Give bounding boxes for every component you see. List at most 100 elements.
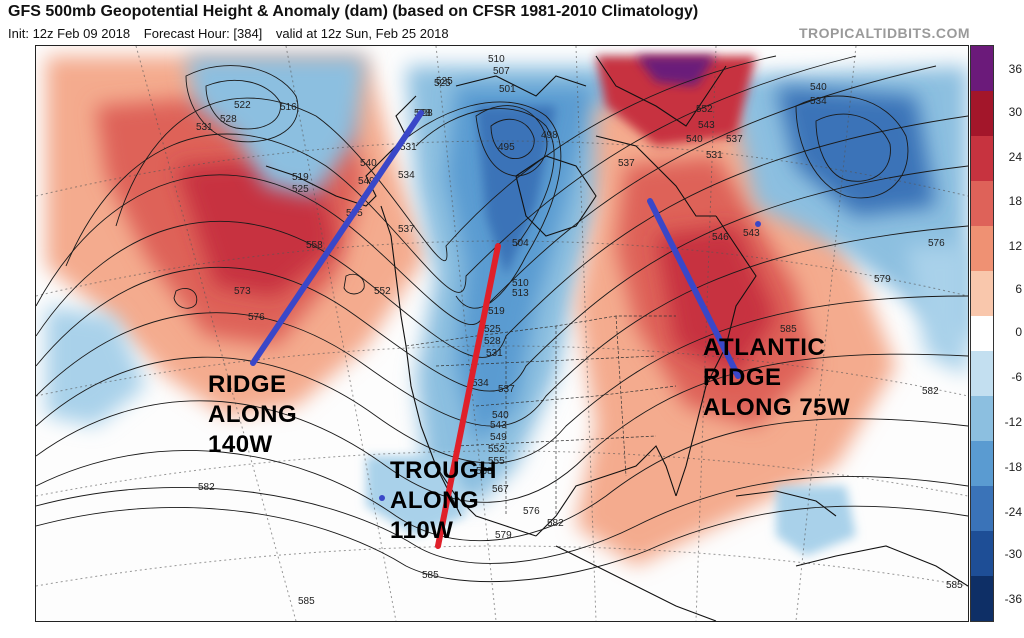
contour-label: 573 — [234, 286, 251, 297]
contour-label: 540 — [686, 134, 703, 145]
colorbar-segment — [971, 136, 993, 181]
western-trough-inner — [476, 106, 556, 276]
colorbar-tick: 0 — [1015, 325, 1022, 339]
contour-label: 516 — [280, 102, 297, 113]
contour-label: 585 — [946, 580, 963, 591]
forecast-hour: Forecast Hour: [384] — [143, 26, 263, 41]
arctic-islands — [455, 75, 587, 97]
contour-label: 528 — [416, 108, 433, 119]
contour-label: 552 — [374, 286, 391, 297]
colorbar-tick: -18 — [1004, 460, 1022, 474]
contour-label: 525 — [434, 78, 451, 89]
annotation-line: 140W — [208, 431, 273, 458]
init-time: Init: 12z Feb 09 2018 — [8, 26, 131, 41]
contour-label: 567 — [492, 484, 509, 495]
contour-label: 534 — [398, 170, 415, 181]
contour-label: 579 — [495, 530, 512, 541]
contour-label: 519 — [292, 172, 309, 183]
chart-title: GFS 500mb Geopotential Height & Anomaly … — [8, 3, 699, 20]
anomaly-map: 510 507 501 498 495 504 510 513 519 525 … — [35, 45, 969, 622]
colorbar-tick: 18 — [1008, 194, 1022, 208]
far-east-atlantic-cool — [906, 246, 968, 376]
contour-label: 576 — [928, 238, 945, 249]
colorbar-segment — [971, 531, 993, 576]
valid-time: valid at 12z Sun, Feb 25 2018 — [275, 26, 449, 41]
gulf-coast — [535, 445, 677, 537]
contour-label: 537 — [498, 384, 515, 395]
contour-label: 504 — [512, 238, 529, 249]
contour-label: 555 — [488, 456, 505, 467]
ridge-75w-annotation: ATLANTIC RIDGE ALONG 75W — [703, 333, 850, 423]
contour-label: 546 — [712, 232, 729, 243]
contour-label: 540 — [810, 82, 827, 93]
contour-label: 552 — [488, 444, 505, 455]
contour-label: 558 — [306, 240, 323, 251]
annotation-line: ALONG — [390, 487, 480, 514]
map-svg: 510 507 501 498 495 504 510 513 519 525 … — [36, 46, 968, 621]
contour-label: 531 — [196, 122, 213, 133]
contour-label: 525 — [436, 76, 453, 87]
contour-label: 537 — [398, 224, 415, 235]
latlon-grid — [36, 46, 968, 621]
annotation-line: 110W — [390, 517, 454, 544]
colorbar-tick: -30 — [1004, 547, 1022, 561]
colorbar-segment — [971, 316, 993, 351]
baja — [435, 465, 462, 517]
colorbar-segment — [971, 441, 993, 486]
colorbar-segment — [971, 486, 993, 531]
greenland — [595, 55, 727, 127]
colorbar-tick: -12 — [1004, 415, 1022, 429]
contour-label: 519 — [488, 306, 505, 317]
contour-label: 585 — [298, 596, 315, 607]
cuba — [735, 490, 837, 517]
atlantic-ridge-inner — [656, 226, 776, 376]
alaska-low-anomaly — [186, 56, 366, 196]
labrador — [595, 135, 716, 217]
hudson-bay — [515, 155, 597, 237]
contour-label: 525 — [292, 184, 309, 195]
west-coast — [380, 205, 537, 537]
contour-label: 549 — [490, 432, 507, 443]
colorbar-segment — [971, 396, 993, 441]
caribbean-cool — [776, 486, 856, 556]
contour-label: 534 — [472, 378, 489, 389]
contour-label: 543 — [698, 120, 715, 131]
colorbar-tick: 6 — [1015, 282, 1022, 296]
contour-label: 513 — [512, 288, 529, 299]
colorbar — [970, 45, 994, 622]
colorbar-segment — [971, 271, 993, 316]
annotation-line: ATLANTIC — [703, 334, 826, 361]
contour-label: 531 — [400, 142, 417, 153]
contour-labels: 510 507 501 498 495 504 510 513 519 525 … — [196, 54, 963, 607]
colorbar-tick: -24 — [1004, 505, 1022, 519]
annotation-line: TROUGH — [390, 457, 497, 484]
contour-label: 540 — [492, 410, 509, 421]
colorbar-tick: -6 — [1011, 370, 1022, 384]
trough-110w-annotation: TROUGH ALONG 110W — [390, 456, 497, 546]
contour-label: 531 — [486, 348, 503, 359]
chart-subtitle: Init: 12z Feb 09 2018 Forecast Hour: [38… — [8, 26, 459, 41]
colorbar-segment — [971, 46, 993, 91]
low-marker — [379, 495, 385, 501]
contour-label: 510 — [512, 278, 529, 289]
colorbar-tick: -36 — [1004, 592, 1022, 606]
contour-label: 585 — [780, 324, 797, 335]
contour-label: 585 — [422, 570, 439, 581]
contour-label: 552 — [696, 104, 713, 115]
east-pacific-cool — [46, 306, 146, 426]
contour-label: 540 — [360, 158, 377, 169]
contour-label: 576 — [523, 506, 540, 517]
contour-label: 582 — [547, 518, 564, 529]
colorbar-tick: 24 — [1008, 150, 1022, 164]
colorbar-segment — [971, 226, 993, 271]
central-america — [555, 545, 717, 621]
annotation-line: RIDGE — [703, 364, 782, 391]
contour-label: 528 — [484, 336, 501, 347]
colorbar-tick: 36 — [1008, 62, 1022, 76]
colorbar-tick: 30 — [1008, 105, 1022, 119]
south-america — [795, 545, 968, 587]
greenland-anomaly — [596, 56, 756, 146]
contour-label: 525 — [484, 324, 501, 335]
contour-label: 543 — [490, 420, 507, 431]
annotation-line: ALONG 75W — [703, 394, 851, 421]
